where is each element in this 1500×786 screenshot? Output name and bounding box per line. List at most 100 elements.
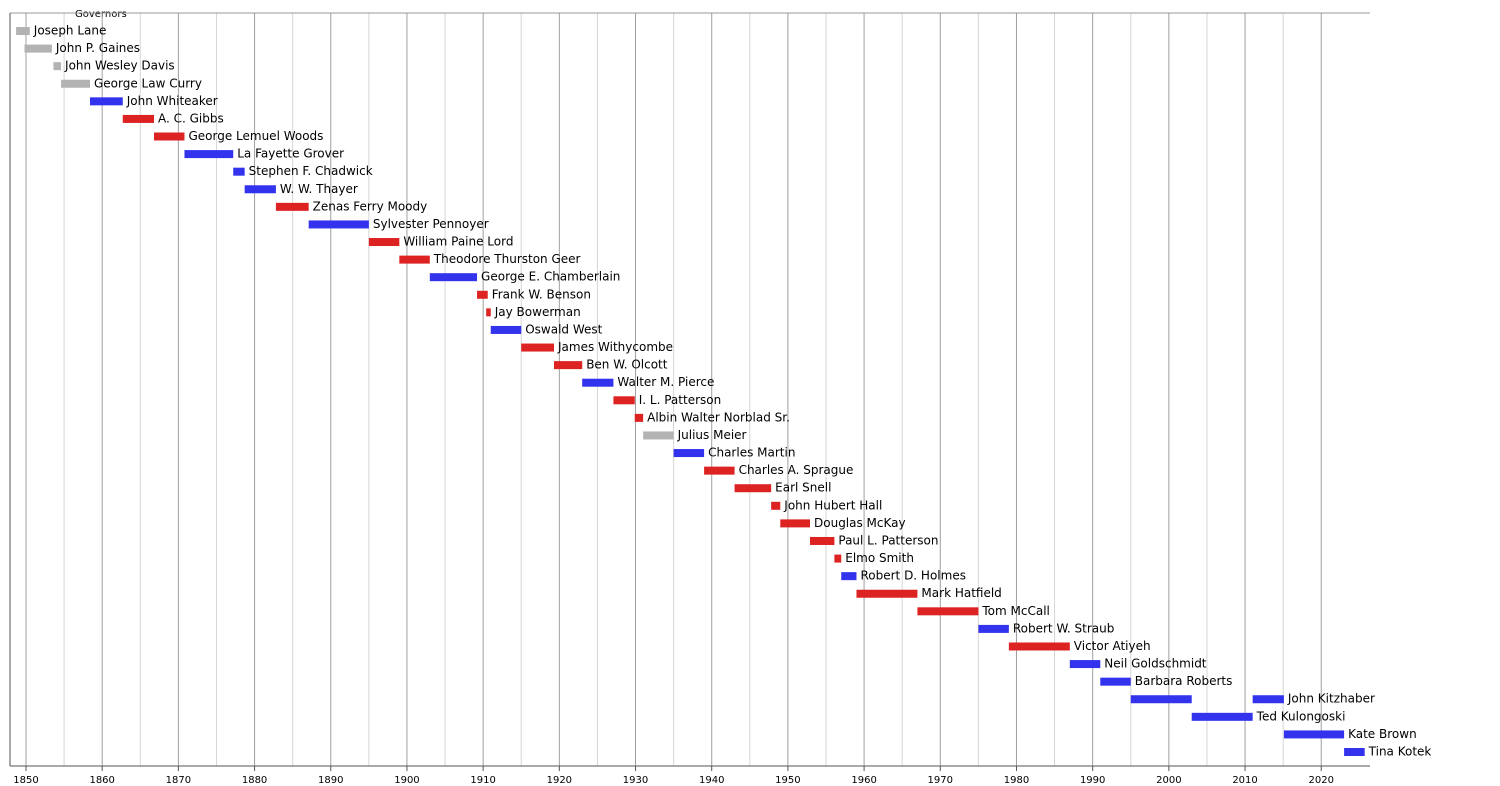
term-bar: [16, 27, 30, 35]
term-bar: [734, 484, 772, 493]
governor-label: William Paine Lord: [403, 235, 513, 249]
term-bar: [978, 624, 1009, 633]
governor-label: Douglas McKay: [814, 516, 906, 530]
term-bar: [521, 343, 554, 352]
governor-label: Joseph Lane: [33, 24, 107, 38]
x-tick-label: 1920: [547, 775, 572, 786]
term-bar: [308, 220, 369, 229]
x-tick-label: 2010: [1232, 775, 1257, 786]
term-bar: [613, 396, 635, 405]
x-tick-label: 2020: [1309, 775, 1334, 786]
term-bar: [1100, 677, 1131, 686]
term-bar: [634, 413, 644, 422]
term-bar: [834, 554, 842, 563]
governor-label: Jay Bowerman: [494, 305, 581, 319]
governor-label: Barbara Roberts: [1135, 674, 1233, 688]
term-bar: [122, 114, 154, 123]
x-tick-label: 1940: [699, 775, 724, 786]
governor-label: Charles Martin: [708, 446, 795, 460]
x-tick-label: 1980: [1004, 775, 1029, 786]
x-tick-label: 1860: [89, 775, 114, 786]
governor-label: Charles A. Sprague: [739, 463, 854, 477]
term-bar: [810, 536, 835, 545]
x-tick-label: 1900: [394, 775, 419, 786]
term-bar: [429, 273, 478, 282]
governor-label: Sylvester Pennoyer: [373, 217, 489, 231]
governor-label: Earl Snell: [775, 481, 831, 495]
term-bar: [490, 325, 522, 334]
term-bar: [61, 79, 90, 88]
term-bar: [841, 572, 857, 581]
chart-title: Governors: [75, 9, 127, 20]
term-bar: [1344, 748, 1365, 756]
term-bar: [90, 97, 123, 106]
governor-label: Julius Meier: [677, 428, 747, 442]
term-bar: [1191, 712, 1253, 721]
governor-label: Tina Kotek: [1368, 745, 1432, 759]
x-tick-label: 1890: [318, 775, 343, 786]
governor-label: George Lemuel Woods: [188, 129, 323, 143]
governor-label: Stephen F. Chadwick: [249, 164, 373, 178]
term-bar: [275, 202, 309, 211]
term-bar: [477, 290, 488, 299]
term-bar: [24, 44, 52, 53]
governor-label: John Hubert Hall: [783, 498, 882, 512]
governor-label: Oswald West: [525, 322, 602, 336]
governor-label: A. C. Gibbs: [158, 111, 224, 125]
governor-label: Tom McCall: [981, 604, 1050, 618]
x-tick-label: 1990: [1080, 775, 1105, 786]
governor-label: Theodore Thurston Geer: [433, 252, 581, 266]
governor-label: W. W. Thayer: [280, 182, 358, 196]
x-tick-label: 2000: [1156, 775, 1181, 786]
term-bar: [368, 238, 400, 247]
governor-label: Ben W. Olcott: [586, 358, 668, 372]
term-bar: [1283, 730, 1345, 739]
x-tick-label: 1970: [928, 775, 953, 786]
x-tick-label: 1960: [851, 775, 876, 786]
term-bar: [582, 378, 614, 387]
governor-label: Neil Goldschmidt: [1104, 657, 1207, 671]
term-bar: [704, 466, 735, 475]
governor-label: Robert W. Straub: [1013, 621, 1115, 635]
governor-label: Victor Atiyeh: [1074, 639, 1151, 653]
x-tick-label: 1930: [623, 775, 648, 786]
x-tick-label: 1880: [242, 775, 267, 786]
governor-label: Zenas Ferry Moody: [313, 199, 428, 213]
governor-label: George E. Chamberlain: [481, 270, 620, 284]
term-bar: [1252, 695, 1284, 704]
governor-label: John Wesley Davis: [64, 59, 175, 73]
governor-label: I. L. Patterson: [639, 393, 721, 407]
governor-label: James Withycombe: [557, 340, 673, 354]
term-bar: [399, 255, 430, 264]
term-bar: [673, 449, 705, 458]
term-bar: [233, 167, 245, 176]
term-bar: [554, 361, 583, 370]
x-tick-label: 1910: [470, 775, 495, 786]
term-bar: [184, 150, 234, 159]
x-tick-label: 1850: [13, 775, 38, 786]
governor-label: Kate Brown: [1348, 727, 1417, 741]
governor-label: Albin Walter Norblad Sr.: [647, 410, 790, 424]
term-bar: [244, 185, 276, 194]
governor-label: Walter M. Pierce: [617, 375, 714, 389]
term-bar: [1069, 660, 1101, 669]
x-tick-label: 1870: [166, 775, 191, 786]
x-tick-label: 1950: [775, 775, 800, 786]
governor-label: Robert D. Holmes: [860, 569, 966, 583]
governor-label: John P. Gaines: [55, 41, 140, 55]
governor-label: George Law Curry: [94, 76, 202, 90]
governor-label: Elmo Smith: [845, 551, 914, 565]
governor-label: La Fayette Grover: [237, 147, 344, 161]
governor-label: John Whiteaker: [126, 94, 218, 108]
term-bar: [1130, 695, 1192, 704]
term-bar: [486, 308, 491, 317]
governor-label: Frank W. Benson: [492, 287, 591, 301]
term-bar: [53, 62, 62, 71]
term-bar: [780, 519, 810, 528]
governor-label: Mark Hatfield: [921, 586, 1001, 600]
term-bar: [154, 132, 185, 141]
term-bar: [771, 501, 781, 510]
governor-label: John Kitzhaber: [1287, 692, 1375, 706]
